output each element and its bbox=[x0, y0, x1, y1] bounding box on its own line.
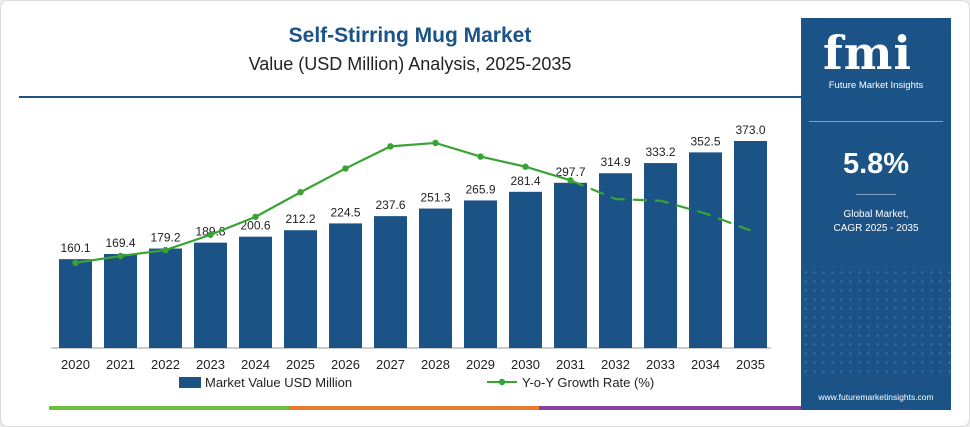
legend-bar-swatch bbox=[179, 377, 201, 388]
bottom-accent-green bbox=[49, 406, 289, 410]
logo-subtitle: Future Market Insights bbox=[828, 80, 924, 91]
bar-2023 bbox=[194, 242, 227, 348]
x-tick-label: 2028 bbox=[421, 357, 450, 372]
bar-2025 bbox=[284, 230, 317, 348]
bar-2034 bbox=[689, 152, 722, 348]
x-tick-label: 2026 bbox=[331, 357, 360, 372]
bar-value-label: 265.9 bbox=[465, 182, 495, 196]
x-tick-label: 2022 bbox=[151, 357, 180, 372]
x-tick-label: 2033 bbox=[646, 357, 675, 372]
bar-2031 bbox=[554, 182, 587, 348]
x-tick-label: 2032 bbox=[601, 357, 630, 372]
bottom-accent-purple bbox=[539, 406, 801, 410]
chart-plot: 160.12020169.42021179.22022189.82023200.… bbox=[51, 123, 771, 390]
bar-2027 bbox=[374, 216, 407, 348]
bar-2029 bbox=[464, 200, 497, 348]
bar-value-label: 373.0 bbox=[735, 123, 765, 137]
bar-value-label: 224.5 bbox=[330, 205, 360, 219]
fmi-logo: fmi Future Market Insights bbox=[801, 18, 951, 110]
bar-value-label: 212.2 bbox=[285, 212, 315, 226]
x-tick-label: 2020 bbox=[61, 357, 90, 372]
bar-value-label: 179.2 bbox=[150, 231, 180, 245]
bar-value-label: 297.7 bbox=[555, 165, 585, 179]
bar-value-label: 169.4 bbox=[105, 236, 135, 250]
bar-2024 bbox=[239, 236, 272, 348]
side-divider-top bbox=[809, 121, 943, 122]
x-tick-label: 2021 bbox=[106, 357, 135, 372]
bar-2032 bbox=[599, 173, 632, 348]
decorative-dot-pattern bbox=[801, 268, 951, 378]
title-divider bbox=[19, 96, 801, 98]
growth-point bbox=[477, 153, 484, 160]
growth-point bbox=[522, 163, 529, 170]
bar-2022 bbox=[149, 248, 182, 348]
legend-line-label: Y-o-Y Growth Rate (%) bbox=[522, 375, 654, 390]
growth-point bbox=[207, 231, 214, 238]
brand-panel: fmi Future Market Insights 5.8% Global M… bbox=[801, 18, 951, 410]
legend-line-marker bbox=[498, 378, 506, 386]
cagr-value: 5.8% bbox=[842, 148, 910, 180]
x-tick-label: 2023 bbox=[196, 357, 225, 372]
bar-2020 bbox=[59, 259, 92, 348]
side-divider-mid bbox=[856, 194, 896, 195]
growth-point bbox=[252, 213, 259, 221]
bottom-accent-orange bbox=[289, 406, 539, 410]
growth-line-solid bbox=[75, 141, 571, 264]
bar-value-label: 200.6 bbox=[240, 219, 270, 233]
growth-line-dashed bbox=[570, 179, 751, 232]
logo-text: fmi bbox=[823, 26, 912, 80]
chart-title: Self-Stirring Mug Market bbox=[288, 24, 532, 47]
growth-point bbox=[432, 139, 439, 147]
bar-2026 bbox=[329, 223, 362, 348]
x-tick-label: 2035 bbox=[736, 357, 765, 372]
bar-value-label: 160.1 bbox=[60, 241, 90, 255]
bar-2033 bbox=[644, 163, 677, 348]
x-tick-label: 2024 bbox=[241, 357, 270, 372]
x-tick-label: 2029 bbox=[466, 357, 495, 372]
x-tick-label: 2031 bbox=[556, 357, 585, 372]
x-tick-label: 2030 bbox=[511, 357, 540, 372]
bar-value-label: 352.5 bbox=[690, 134, 720, 148]
growth-point bbox=[342, 165, 349, 172]
growth-point bbox=[567, 177, 574, 184]
cagr-label: Global Market, CAGR 2025 - 2035 bbox=[801, 208, 951, 236]
chart-subtitle: Value (USD Million) Analysis, 2025-2035 bbox=[248, 54, 572, 74]
cagr-label-line2: CAGR 2025 - 2035 bbox=[833, 223, 919, 234]
x-tick-label: 2027 bbox=[376, 357, 405, 372]
growth-point bbox=[297, 189, 304, 196]
bar-value-label: 251.3 bbox=[420, 191, 450, 205]
website-link[interactable]: www.futuremarketinsights.com bbox=[818, 392, 934, 402]
legend-bar-label: Market Value USD Million bbox=[205, 375, 352, 390]
x-tick-label: 2025 bbox=[286, 357, 315, 372]
bar-value-label: 237.6 bbox=[375, 198, 405, 212]
bar-value-label: 281.4 bbox=[510, 174, 540, 188]
chart-panel: Self-Stirring Mug Market Value (USD Mill… bbox=[19, 18, 801, 410]
bar-value-label: 314.9 bbox=[600, 155, 630, 169]
growth-point bbox=[162, 246, 169, 254]
bar-2028 bbox=[419, 208, 452, 348]
growth-point bbox=[117, 252, 124, 260]
growth-point bbox=[387, 143, 394, 150]
bar-2035 bbox=[734, 140, 767, 348]
cagr-label-line1: Global Market, bbox=[843, 209, 909, 220]
x-tick-label: 2034 bbox=[691, 357, 720, 372]
bar-2021 bbox=[104, 253, 137, 348]
growth-point bbox=[72, 259, 79, 266]
bar-2030 bbox=[509, 191, 542, 348]
bar-value-label: 333.2 bbox=[645, 145, 675, 159]
